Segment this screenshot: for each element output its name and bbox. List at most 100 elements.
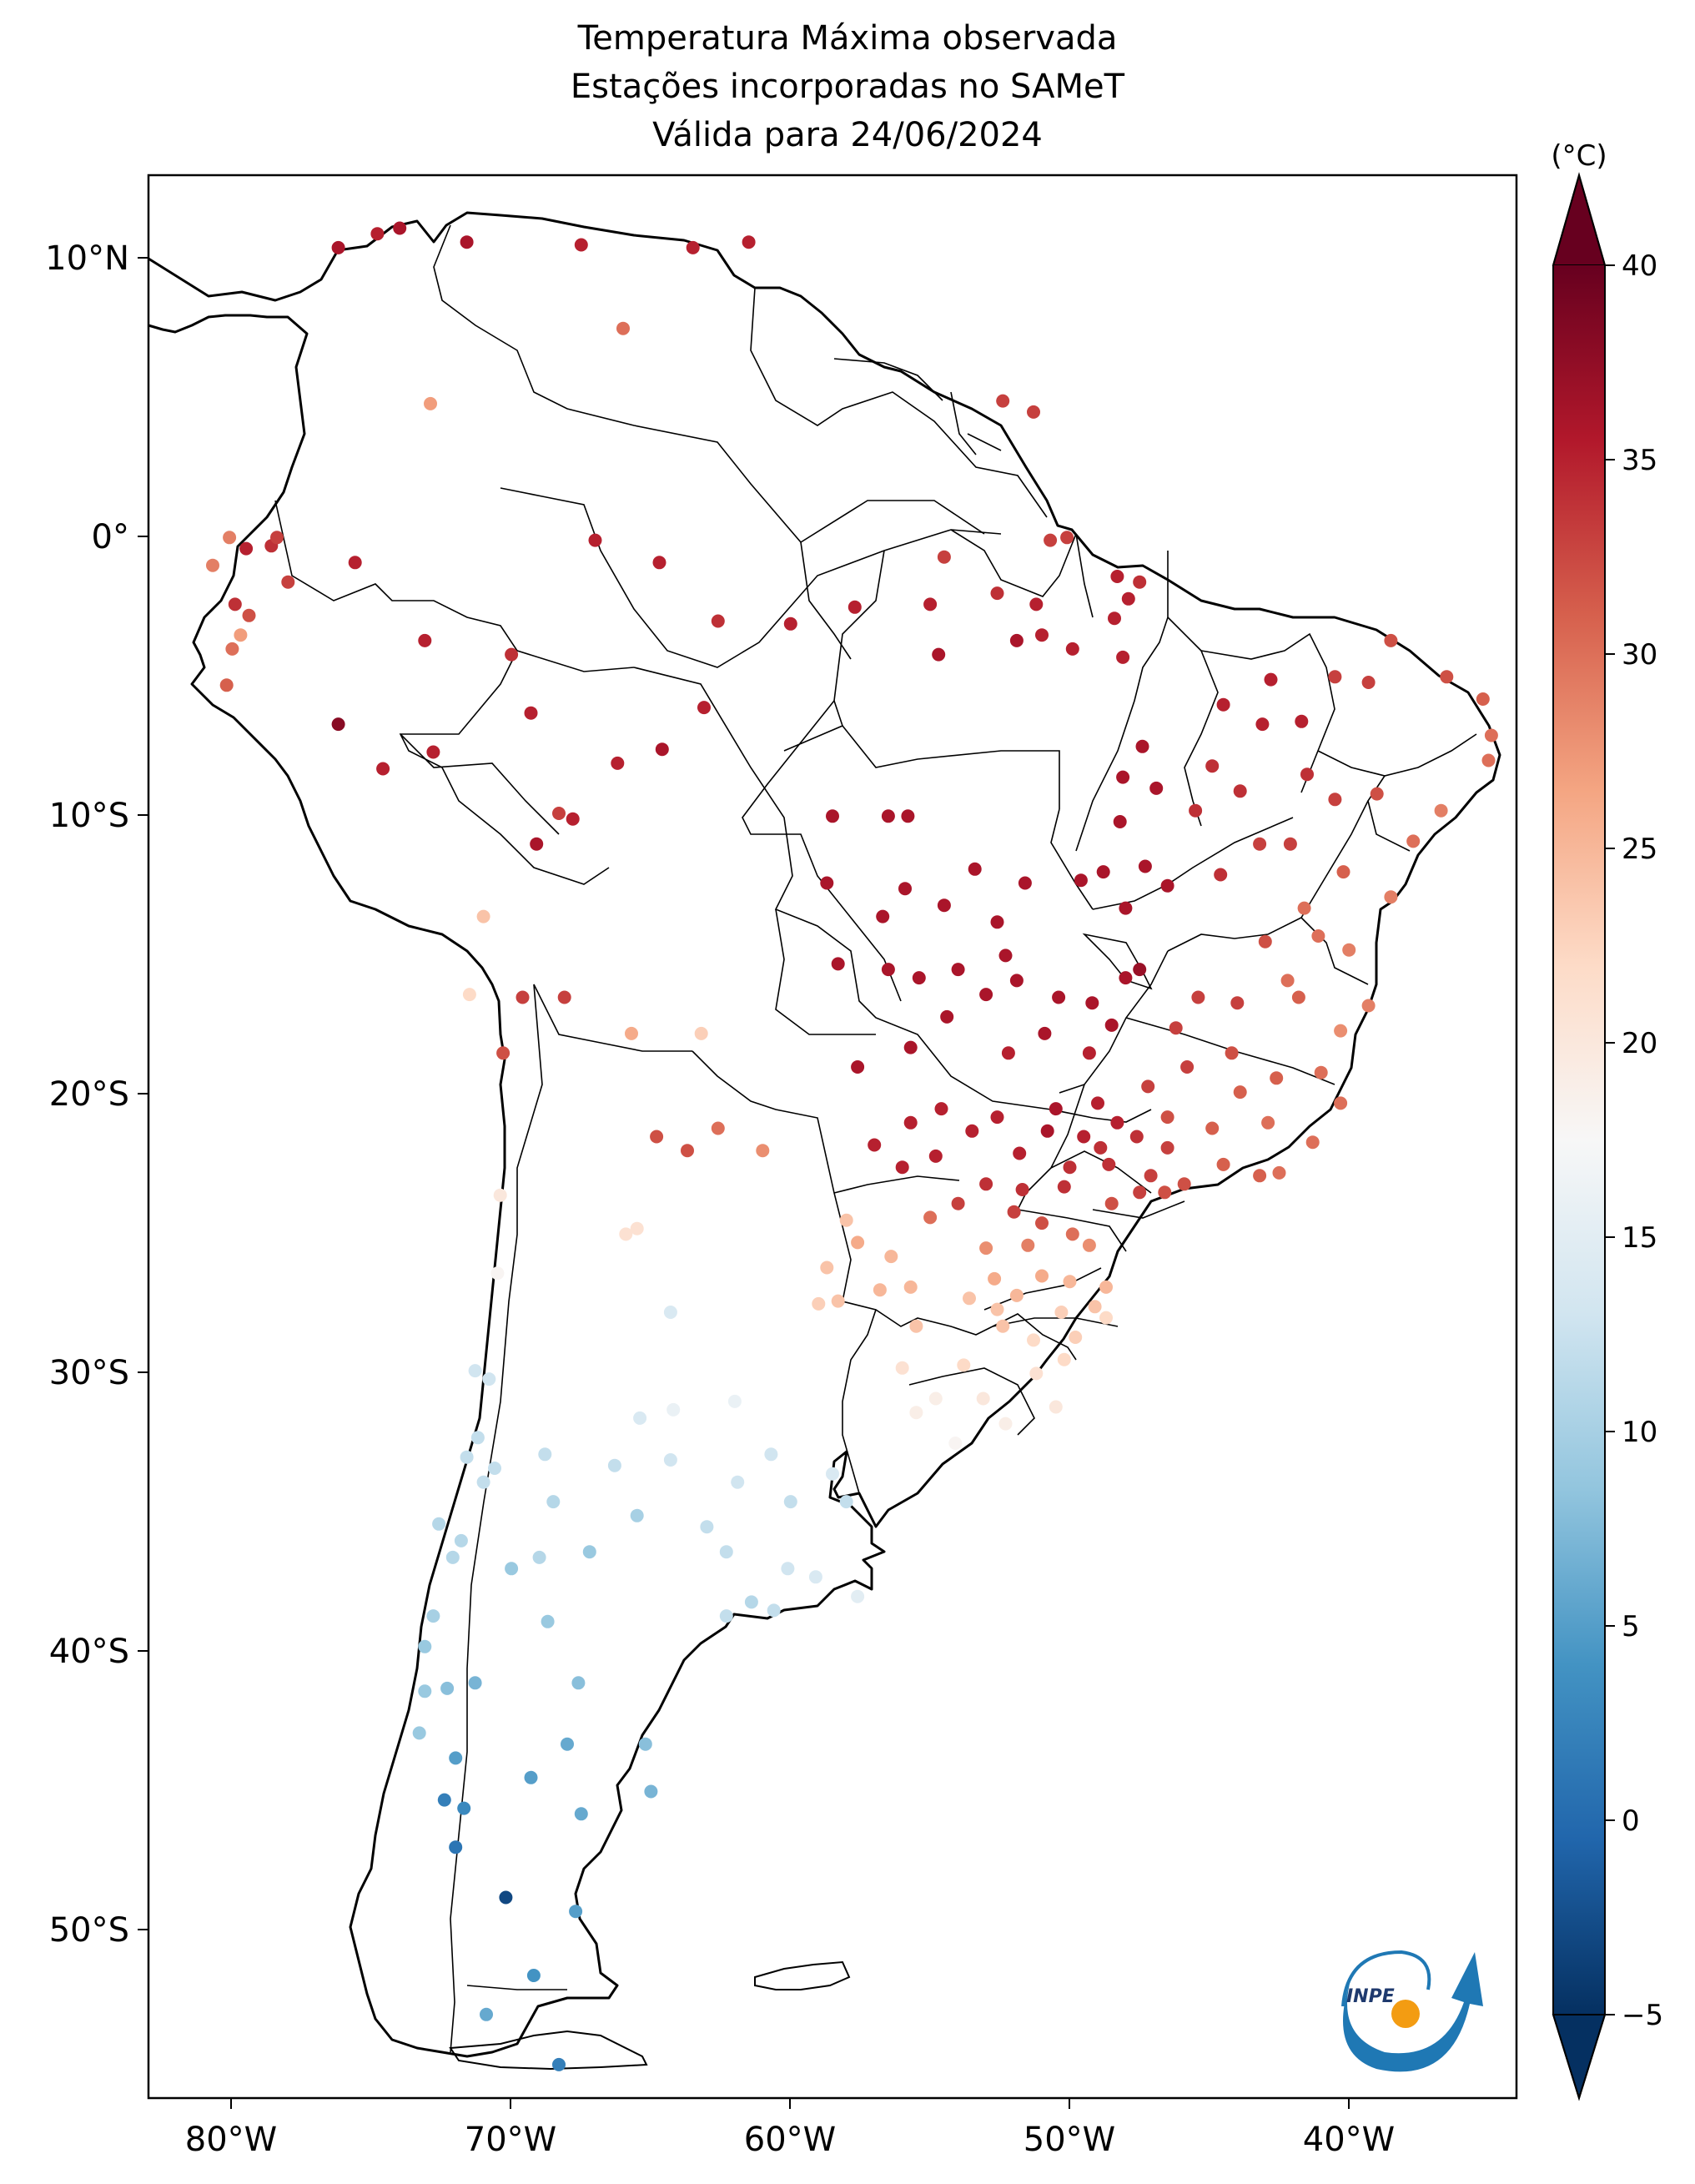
station-point: [1063, 1160, 1077, 1175]
station-point: [1141, 1079, 1155, 1094]
station-point: [574, 1807, 588, 1821]
station-point: [611, 756, 625, 770]
station-point: [839, 1495, 853, 1509]
station-point: [881, 963, 895, 977]
station-point: [831, 1294, 845, 1308]
y-axis: 10°N 0° 10°S 20°S 30°S 40°S 50°S: [45, 239, 148, 1950]
station-point: [903, 1280, 918, 1294]
station-point: [744, 1595, 758, 1609]
inpe-logo-text: INPE: [1346, 1986, 1395, 2007]
station-point: [812, 1296, 826, 1311]
station-point: [1476, 692, 1490, 706]
station-point: [1328, 793, 1342, 807]
station-point: [418, 1684, 432, 1698]
colorbar-tick-5: 5: [1622, 1610, 1640, 1643]
station-point: [990, 1302, 1004, 1316]
station-point: [1018, 876, 1032, 890]
station-point: [996, 1319, 1010, 1333]
station-point: [1434, 803, 1448, 818]
station-point: [569, 1905, 583, 1919]
station-point: [663, 1453, 677, 1467]
station-point: [1035, 1269, 1049, 1283]
colorbar-max-arrow: [1552, 172, 1607, 266]
station-point: [1253, 837, 1267, 851]
station-point: [493, 1188, 507, 1202]
station-point: [242, 608, 256, 622]
station-point: [1149, 781, 1164, 795]
station-point: [742, 235, 756, 249]
station-point: [820, 1261, 834, 1275]
station-point: [1361, 676, 1376, 689]
station-point: [476, 909, 490, 923]
inpe-logo-arrow: [1343, 1952, 1483, 2072]
station-point: [1233, 1085, 1247, 1100]
station-point: [505, 647, 519, 662]
station-point: [663, 1306, 677, 1319]
station-point: [582, 1545, 596, 1559]
station-point: [482, 1372, 496, 1386]
inpe-logo-orbit: [1341, 1950, 1431, 2007]
station-point: [979, 1177, 993, 1191]
station-point: [727, 1394, 742, 1408]
station-point: [1029, 1366, 1044, 1381]
station-point: [937, 550, 951, 564]
station-point: [1255, 717, 1270, 732]
station-point: [1311, 929, 1325, 943]
inpe-logo-sun: [1391, 2000, 1420, 2028]
station-point: [1096, 865, 1110, 879]
station-point: [884, 1250, 898, 1264]
station-point: [1481, 753, 1496, 767]
station-point: [462, 988, 476, 1002]
station-point: [480, 2007, 493, 2021]
station-point: [449, 1840, 463, 1854]
station-point: [1119, 901, 1133, 915]
station-point: [848, 600, 862, 614]
station-point: [783, 616, 797, 631]
station-point: [440, 1681, 455, 1695]
station-point: [630, 1221, 644, 1235]
station-point: [1177, 1177, 1191, 1191]
station-point: [468, 1364, 482, 1378]
station-point: [1297, 901, 1311, 915]
station-point: [951, 963, 965, 977]
station-point: [764, 1447, 778, 1462]
station-point: [909, 1406, 923, 1420]
station-point: [1104, 1196, 1119, 1210]
station-point: [1065, 1227, 1079, 1241]
station-point: [225, 642, 239, 656]
station-point: [588, 533, 602, 547]
station-point: [1144, 1169, 1158, 1183]
station-point: [901, 809, 915, 823]
station-point: [566, 812, 580, 826]
station-point: [1336, 865, 1350, 879]
station-point: [686, 240, 700, 254]
station-point: [437, 1793, 451, 1807]
station-point: [1009, 633, 1024, 647]
station-point: [1225, 1046, 1239, 1060]
station-point: [516, 990, 530, 1004]
station-point: [1116, 770, 1130, 784]
station-point: [1044, 533, 1058, 547]
x-tick-70w: 70°W: [465, 2121, 556, 2159]
station-point: [1270, 1071, 1284, 1085]
station-point: [524, 1770, 538, 1784]
station-point: [1133, 575, 1147, 589]
station-point: [1158, 1185, 1172, 1200]
station-point: [270, 531, 284, 545]
station-point: [881, 809, 895, 823]
station-point: [1099, 1311, 1113, 1325]
station-point: [1040, 1124, 1054, 1138]
station-point: [719, 1545, 733, 1559]
station-point: [957, 1358, 971, 1372]
station-point: [1214, 868, 1228, 882]
station-point: [1280, 974, 1295, 988]
station-point: [711, 614, 725, 628]
station-point: [206, 558, 219, 572]
station-point: [681, 1144, 694, 1158]
station-point: [625, 1026, 638, 1040]
colorbar-unit: (°C): [1551, 139, 1607, 173]
station-point: [1029, 597, 1044, 611]
station-point: [1205, 1121, 1220, 1135]
station-point: [1113, 815, 1127, 828]
station-point: [1110, 570, 1124, 583]
